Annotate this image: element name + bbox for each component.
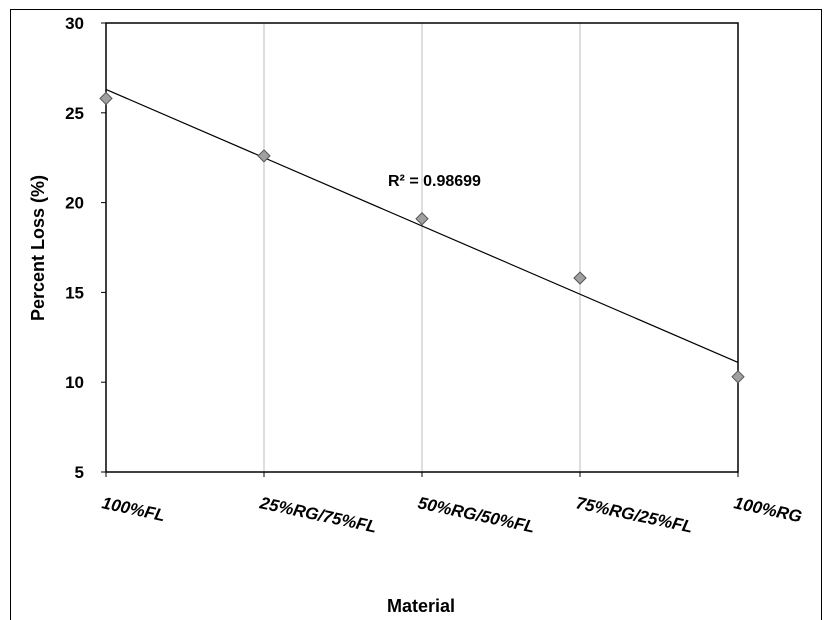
data-point [99, 91, 113, 106]
data-point [257, 149, 271, 163]
x-axis-title: Material [387, 596, 455, 616]
x-tick-label: 25%RG/75%FL [257, 493, 378, 537]
y-tick-label: 30 [65, 14, 84, 33]
y-tick-label: 15 [65, 283, 84, 302]
y-axis-ticks: 5 10 15 20 25 30 [65, 14, 106, 482]
trendline [105, 88, 739, 363]
data-point [415, 212, 429, 226]
data-point [731, 370, 745, 384]
y-tick-label: 5 [75, 463, 84, 482]
data-points [99, 91, 745, 384]
y-tick-label: 10 [65, 373, 84, 392]
r-squared-annotation: R² = 0.98699 [388, 173, 481, 190]
x-tick-label: 100%FL [100, 493, 167, 525]
figure-frame [10, 9, 822, 620]
y-axis-title: Percent Loss (%) [28, 175, 48, 321]
x-tick-label: 75%RG/25%FL [574, 493, 694, 536]
x-axis-ticks: 100%FL 25%RG/75%FL 50%RG/50%FL 75%RG/25%FL 1… [100, 472, 804, 537]
x-tick-label: 100%RG [732, 493, 803, 526]
gridlines [263, 23, 581, 472]
x-tick-label: 50%RG/50%FL [416, 493, 536, 536]
y-tick-label: 25 [65, 104, 84, 123]
y-tick-label: 20 [65, 194, 84, 213]
data-point [573, 271, 587, 285]
